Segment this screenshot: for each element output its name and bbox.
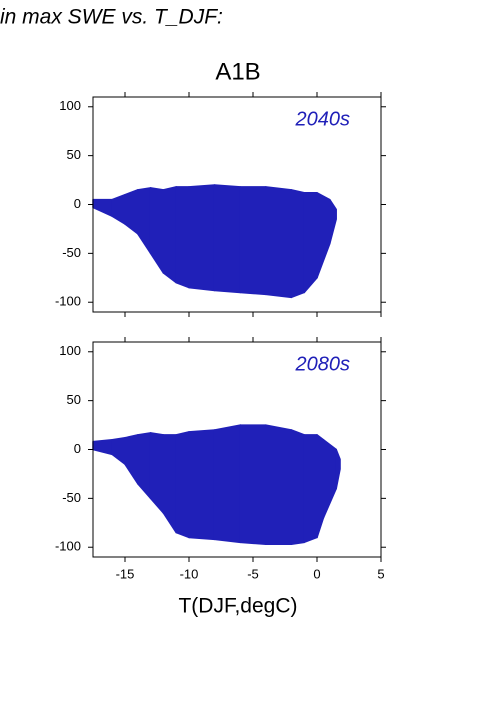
point-cloud: [92, 438, 113, 456]
y-tick-label: 0: [74, 441, 81, 456]
point-cloud: [92, 198, 113, 217]
x-tick-label: 5: [377, 566, 384, 581]
point-cloud: [265, 186, 293, 299]
x-tick-label: 0: [313, 566, 320, 581]
point-cloud: [162, 434, 177, 534]
point-cloud: [239, 424, 267, 546]
point-cloud: [290, 189, 305, 299]
point-cloud: [303, 192, 318, 294]
chart-title: A1B: [215, 58, 260, 85]
point-cloud: [175, 431, 190, 539]
point-cloud: [111, 193, 126, 225]
point-cloud: [137, 432, 152, 500]
point-cloud: [124, 189, 139, 235]
point-cloud: [149, 432, 165, 514]
y-tick-label: 100: [59, 343, 81, 358]
point-cloud: [137, 187, 152, 255]
page-title: in max SWE vs. T_DJF:: [0, 6, 223, 29]
y-tick-label: -50: [62, 490, 81, 505]
point-cloud: [239, 186, 267, 296]
point-cloud: [124, 434, 139, 485]
point-cloud: [290, 429, 305, 546]
point-cloud: [188, 184, 216, 292]
period-label: 2040s: [295, 108, 351, 130]
y-tick-label: -100: [55, 294, 81, 309]
x-axis-label: T(DJF,degC): [178, 595, 297, 618]
point-cloud: [188, 429, 216, 541]
y-tick-label: 50: [67, 392, 81, 407]
point-cloud: [213, 184, 241, 294]
point-cloud: [149, 187, 165, 274]
y-tick-label: -100: [55, 539, 81, 554]
point-cloud: [316, 434, 325, 539]
point-cloud: [322, 438, 337, 519]
y-tick-label: 100: [59, 98, 81, 113]
point-cloud: [303, 434, 318, 544]
point-cloud: [329, 198, 337, 245]
point-cloud: [316, 192, 331, 279]
point-cloud: [175, 186, 190, 289]
y-tick-label: 0: [74, 196, 81, 211]
y-tick-label: 50: [67, 147, 81, 162]
point-cloud: [265, 424, 293, 546]
x-tick-label: -10: [180, 566, 199, 581]
point-cloud: [111, 437, 126, 465]
point-cloud: [213, 424, 241, 544]
x-tick-label: -5: [247, 566, 259, 581]
y-tick-label: -50: [62, 245, 81, 260]
period-label: 2080s: [295, 353, 351, 375]
x-tick-label: -15: [116, 566, 135, 581]
point-cloud: [162, 186, 177, 284]
point-cloud: [335, 448, 341, 490]
